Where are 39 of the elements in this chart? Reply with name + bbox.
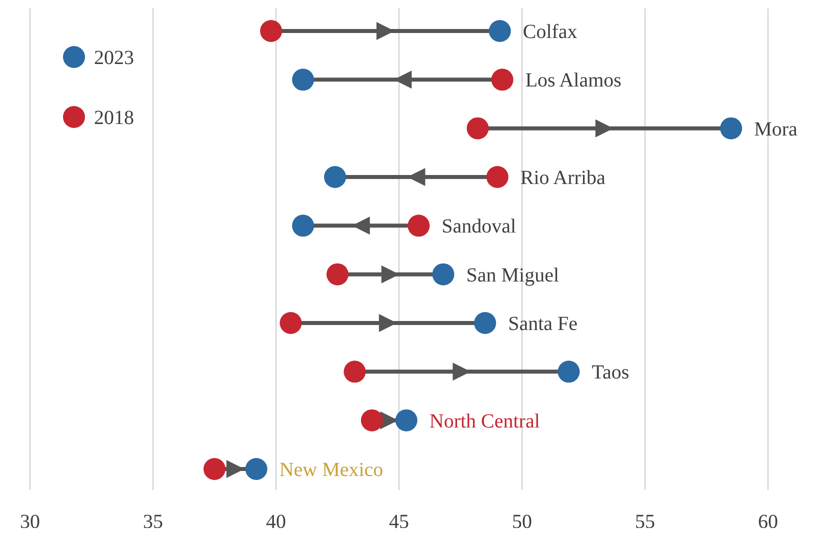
y-tick-label: North Central — [429, 410, 540, 432]
point — [558, 360, 580, 383]
point — [720, 117, 742, 140]
point — [326, 263, 348, 286]
point — [432, 263, 454, 286]
y-tick-label: Los Alamos — [525, 70, 622, 92]
point — [466, 117, 489, 140]
y-tick-label: Rio Arriba — [520, 167, 606, 189]
point — [260, 20, 282, 42]
point — [488, 20, 511, 42]
point — [491, 68, 514, 91]
x-tick-label: 55 — [635, 511, 655, 533]
point — [360, 409, 383, 432]
point — [408, 214, 430, 237]
point — [324, 166, 346, 188]
y-tick-label: San Miguel — [466, 264, 560, 286]
point — [292, 68, 314, 91]
y-tick-label: Taos — [592, 362, 630, 384]
point — [245, 458, 268, 480]
y-tick-label: Colfax — [522, 21, 578, 43]
x-tick-label: 35 — [143, 511, 163, 533]
point — [204, 458, 226, 480]
point — [292, 214, 314, 237]
x-tick-label: 30 — [20, 511, 40, 533]
y-tick-label: Mora — [754, 118, 798, 140]
x-tick-label: 45 — [389, 511, 409, 533]
legend-label: 2023 — [94, 47, 134, 69]
y-tick-label: Santa Fe — [508, 313, 578, 335]
point — [486, 166, 508, 188]
point — [280, 312, 302, 334]
x-tick-label: 50 — [512, 511, 532, 533]
x-tick-label: 60 — [758, 511, 778, 533]
point — [395, 409, 418, 432]
y-tick-label: Sandoval — [442, 216, 517, 238]
x-tick-label: 40 — [266, 511, 286, 533]
legend-label: 2018 — [94, 107, 134, 129]
point — [474, 312, 496, 334]
point — [344, 360, 366, 383]
y-tick-label: New Mexico — [279, 459, 384, 481]
